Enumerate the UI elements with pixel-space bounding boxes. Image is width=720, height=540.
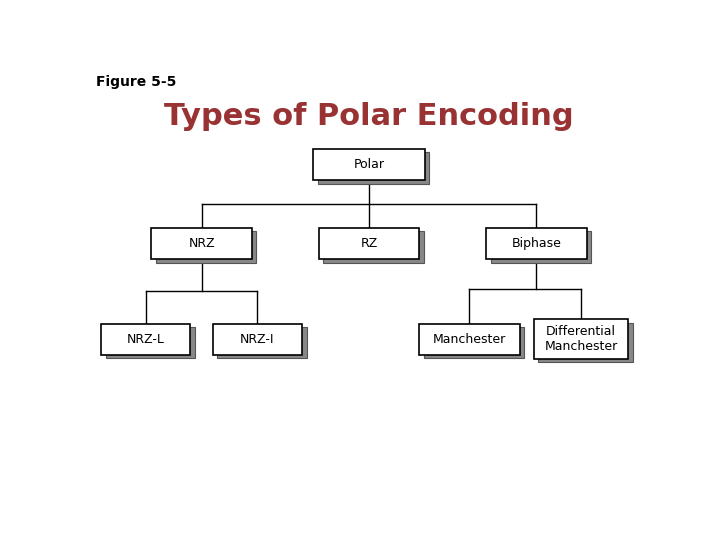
FancyBboxPatch shape xyxy=(217,327,307,358)
Text: NRZ-L: NRZ-L xyxy=(127,333,165,346)
Text: Types of Polar Encoding: Types of Polar Encoding xyxy=(164,102,574,131)
FancyBboxPatch shape xyxy=(101,323,190,355)
FancyBboxPatch shape xyxy=(106,327,195,358)
Text: Figure 5-5: Figure 5-5 xyxy=(96,75,176,89)
FancyBboxPatch shape xyxy=(323,231,423,262)
FancyBboxPatch shape xyxy=(319,228,419,259)
FancyBboxPatch shape xyxy=(486,228,587,259)
FancyBboxPatch shape xyxy=(423,327,524,358)
Text: Differential
Manchester: Differential Manchester xyxy=(544,325,618,353)
FancyBboxPatch shape xyxy=(313,149,425,180)
Text: Polar: Polar xyxy=(354,158,384,171)
Text: Manchester: Manchester xyxy=(433,333,506,346)
FancyBboxPatch shape xyxy=(318,152,429,184)
FancyBboxPatch shape xyxy=(490,231,591,262)
FancyBboxPatch shape xyxy=(156,231,256,262)
Text: NRZ-I: NRZ-I xyxy=(240,333,274,346)
Text: NRZ: NRZ xyxy=(189,237,215,250)
FancyBboxPatch shape xyxy=(534,320,629,359)
FancyBboxPatch shape xyxy=(538,323,633,362)
FancyBboxPatch shape xyxy=(151,228,252,259)
Text: Biphase: Biphase xyxy=(511,237,562,250)
Text: RZ: RZ xyxy=(361,237,377,250)
FancyBboxPatch shape xyxy=(213,323,302,355)
FancyBboxPatch shape xyxy=(419,323,520,355)
